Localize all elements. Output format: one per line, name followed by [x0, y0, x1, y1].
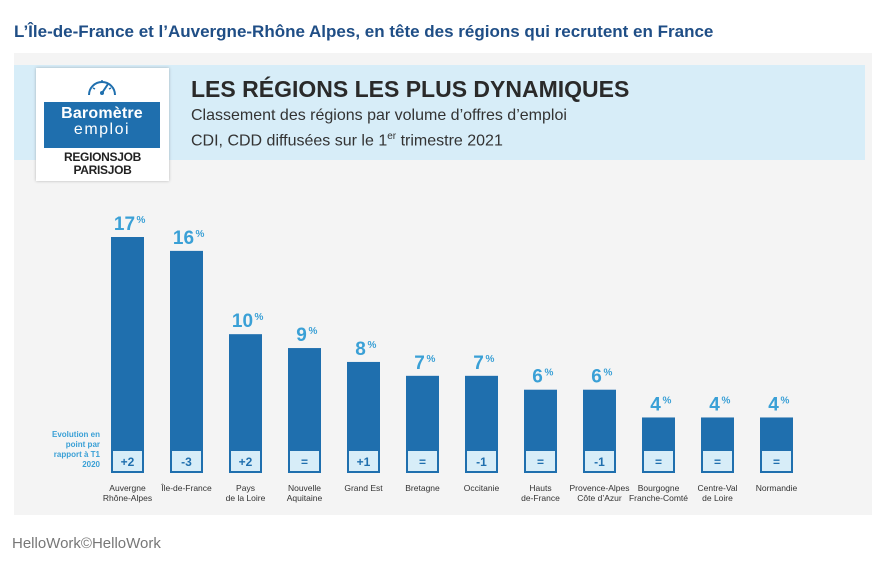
data-label-unit: %: [137, 215, 146, 226]
evolution-box: [585, 451, 614, 471]
category-label: Auvergne: [109, 483, 146, 493]
data-label: 7: [414, 353, 425, 374]
category-label: Bourgogne: [638, 483, 680, 493]
evolution-label: =: [419, 455, 426, 469]
data-label: 16: [173, 228, 194, 249]
evolution-label: =: [773, 455, 780, 469]
data-label: 8: [355, 339, 366, 360]
data-label-unit: %: [781, 395, 790, 406]
data-label: 4: [768, 394, 779, 415]
subtitle-line2-b: trimestre 2021: [396, 132, 503, 150]
data-label: 4: [709, 394, 720, 415]
category-label: de la Loire: [226, 493, 266, 503]
chart-title: LES RÉGIONS LES PLUS DYNAMIQUES: [191, 76, 630, 102]
headline: L’Île-de-France et l’Auvergne-Rhône Alpe…: [14, 22, 714, 41]
category-label: de-France: [521, 493, 560, 503]
evolution-box: [290, 451, 319, 471]
subtitle-line2: CDI, CDD diffusées sur le 1er trimestre …: [191, 131, 503, 150]
evolution-label: =: [714, 455, 721, 469]
evolution-box: [526, 451, 555, 471]
data-label-unit: %: [255, 312, 264, 323]
subtitle-line2-a: CDI, CDD diffusées sur le 1: [191, 132, 388, 150]
data-label-unit: %: [663, 395, 672, 406]
data-label: 9: [296, 325, 307, 346]
evolution-box: [231, 451, 260, 471]
evolution-label: -3: [181, 455, 192, 469]
category-label: Île-de-France: [160, 483, 212, 493]
category-label: de Loire: [702, 493, 733, 503]
evolution-legend: Evolution en point par rapport à T1 2020: [52, 430, 100, 469]
evolution-label: -1: [476, 455, 487, 469]
category-label: Bretagne: [405, 483, 440, 493]
bar: [170, 250, 203, 473]
data-label: 10: [232, 311, 253, 332]
data-label-unit: %: [545, 368, 554, 379]
evolution-box: [349, 451, 378, 471]
subtitle-line1: Classement des régions par volume d’offr…: [191, 107, 567, 124]
evolution-label: +1: [357, 455, 371, 469]
data-label-unit: %: [427, 354, 436, 365]
data-label-unit: %: [196, 229, 205, 240]
evolution-box: [762, 451, 791, 471]
data-label-unit: %: [368, 340, 377, 351]
category-label: Côte d’Azur: [577, 493, 622, 503]
evolution-box: [172, 451, 201, 471]
data-label-unit: %: [309, 326, 318, 337]
category-label: Rhône-Alpes: [103, 493, 152, 503]
bar: [229, 334, 262, 473]
logo-line2: emploi: [73, 121, 131, 138]
category-label: Pays: [236, 483, 255, 493]
barometre-logo: Baromètre emploi REGIONSJOB PARISJOB: [36, 68, 169, 181]
evolution-label: -1: [594, 455, 605, 469]
evolution-box: [703, 451, 732, 471]
evolution-box: [408, 451, 437, 471]
category-label: Franche-Comté: [629, 493, 688, 503]
brand-regionsjob: REGIONSJOB: [63, 150, 142, 164]
evolution-label: +2: [121, 455, 135, 469]
category-label: Normandie: [756, 483, 798, 493]
category-label: Grand Est: [344, 483, 383, 493]
evolution-box: [644, 451, 673, 471]
subtitle-superscript: er: [387, 131, 397, 142]
evolution-label: =: [537, 455, 544, 469]
data-label-unit: %: [604, 368, 613, 379]
category-label: Occitanie: [464, 483, 500, 493]
category-label: Aquitaine: [287, 493, 323, 503]
category-label: Centre-Val: [698, 483, 738, 493]
data-label: 7: [473, 353, 484, 374]
evolution-box: [113, 451, 142, 471]
bar: [111, 237, 144, 473]
image-credit: HelloWork©HelloWork: [12, 535, 161, 552]
category-label: Nouvelle: [288, 483, 321, 493]
evolution-label: =: [655, 455, 662, 469]
data-label: 17: [114, 214, 135, 235]
category-label: Hauts: [529, 483, 551, 493]
data-label-unit: %: [722, 395, 731, 406]
evolution-label: =: [301, 455, 308, 469]
logo-blue-box: Baromètre emploi: [44, 102, 160, 148]
brand-parisjob: PARISJOB: [73, 163, 132, 177]
data-label: 6: [591, 367, 602, 388]
evolution-label: +2: [239, 455, 253, 469]
data-label: 4: [650, 394, 661, 415]
gauge-icon: [88, 80, 116, 96]
data-label-unit: %: [486, 354, 495, 365]
category-label: Provence-Alpes: [569, 483, 629, 493]
logo-line1: Baromètre: [61, 105, 143, 122]
data-label: 6: [532, 367, 543, 388]
evolution-box: [467, 451, 496, 471]
